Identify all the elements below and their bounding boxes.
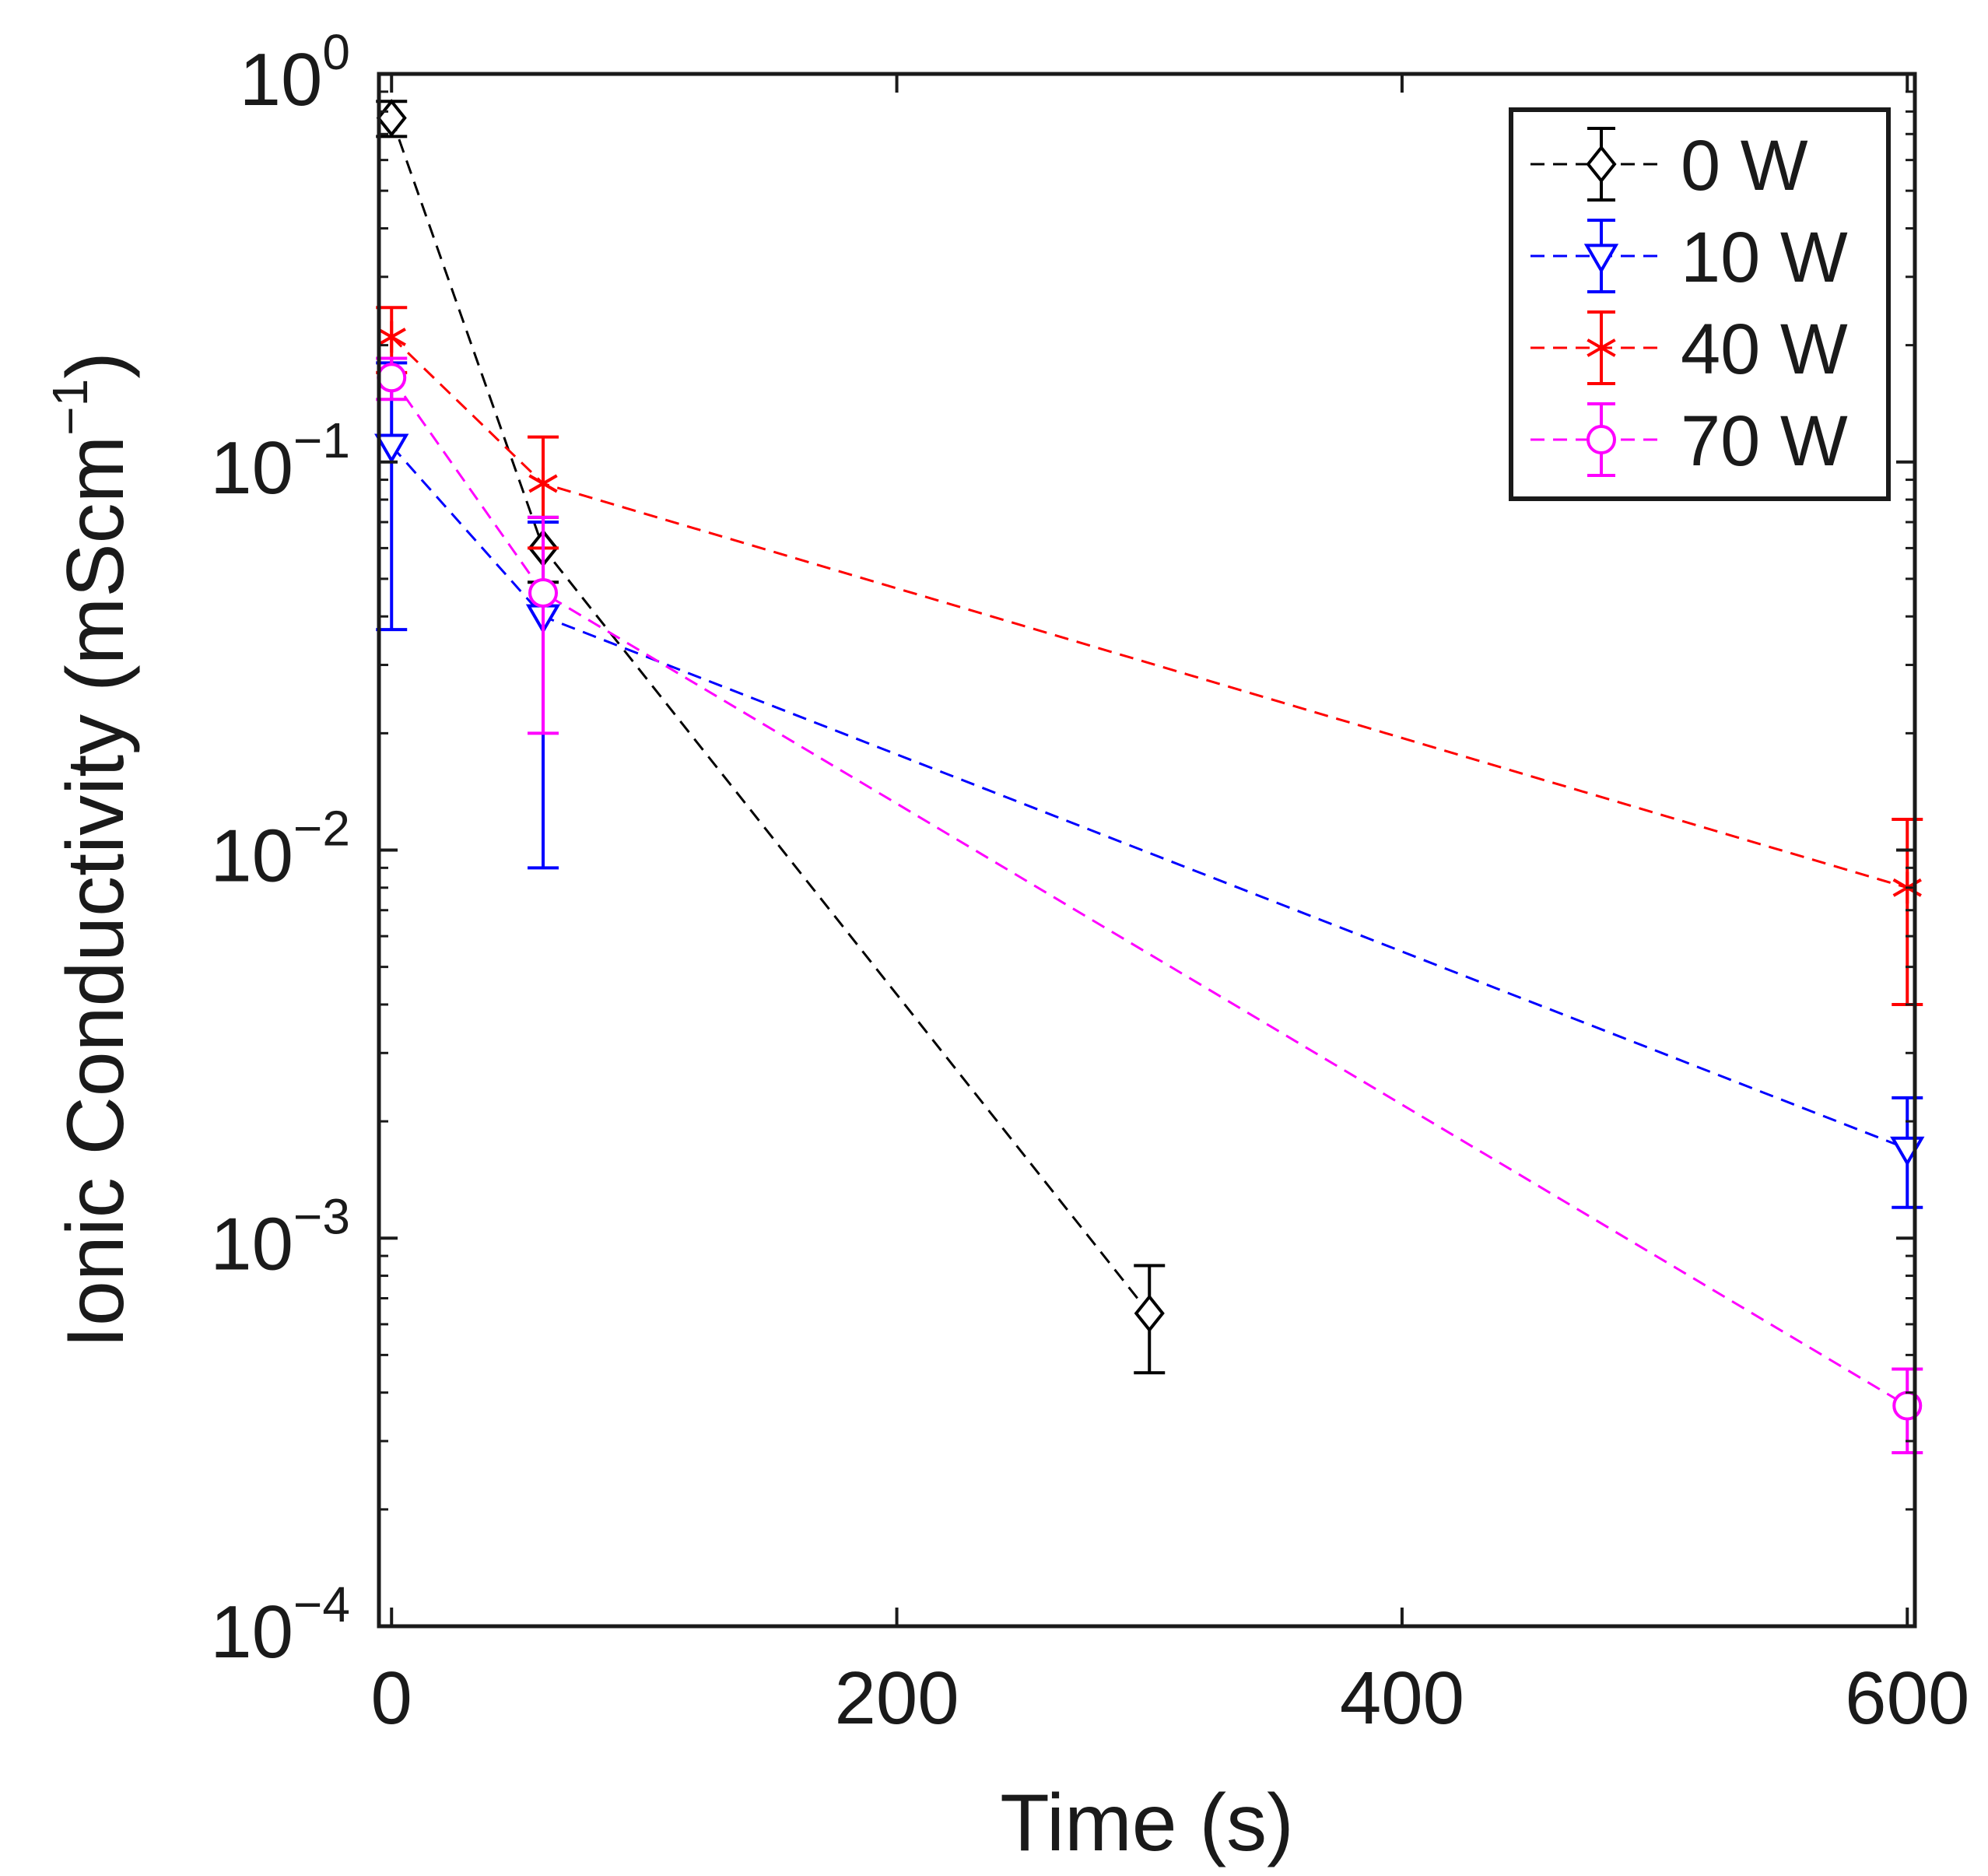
legend-entry-40-w: 40 W	[1530, 310, 1848, 389]
axes: 0 200 400 600 100 10−1 10−2 10−3 10−4 Time (s) Ion…	[42, 24, 1969, 1868]
legend-label: 40 W	[1681, 310, 1848, 389]
x-axis-label: Time (s)	[1000, 1778, 1293, 1868]
legend-entry-0-w: 0 W	[1530, 126, 1808, 205]
y-tick-label: 100	[240, 24, 350, 121]
series-line	[391, 445, 1908, 1150]
x-tick-label: 400	[1340, 1657, 1464, 1740]
data-point	[377, 321, 406, 353]
error-bar	[1892, 818, 1923, 1006]
y-tick-label: 10−4	[210, 1576, 350, 1674]
asterisk-stroke	[1587, 338, 1616, 357]
legend-label: 0 W	[1681, 126, 1808, 205]
data-point	[376, 99, 407, 138]
x-tick-label: 600	[1845, 1657, 1969, 1740]
legend-box	[1509, 107, 1891, 501]
legend-entry-70-w: 70 W	[1530, 401, 1848, 481]
data-point	[1890, 1136, 1925, 1167]
series-line	[390, 117, 1151, 1314]
error-bar	[528, 515, 559, 735]
legend-entry-10-w: 10 W	[1530, 218, 1848, 297]
legend-marker	[1586, 145, 1617, 184]
y-tick-label: 10−1	[210, 412, 350, 510]
legend-marker	[1587, 331, 1616, 364]
y-tick-label: 10−2	[210, 801, 350, 898]
data-point	[528, 468, 558, 500]
data-point	[377, 363, 407, 393]
data-point	[374, 433, 409, 464]
y-axis-label: Ionic Conductivity (mScm−1)	[42, 352, 141, 1348]
x-tick-label: 200	[834, 1657, 959, 1740]
legend: 0 W 10 W 40 W 70 W	[1509, 107, 1891, 501]
asterisk-stroke	[377, 328, 406, 346]
x-tick-label: 0	[371, 1657, 412, 1740]
y-tick-label: 10−3	[210, 1188, 350, 1285]
asterisk-stroke	[528, 474, 558, 493]
legend-label: 70 W	[1681, 401, 1848, 481]
legend-marker	[1583, 244, 1619, 274]
series-0-w	[376, 99, 1166, 1375]
data-point	[528, 577, 559, 608]
series-layer	[374, 99, 1925, 1454]
legend-marker	[1587, 425, 1616, 454]
series-line	[391, 377, 1909, 1407]
data-point	[1134, 1294, 1165, 1333]
legend-label: 10 W	[1681, 218, 1848, 297]
